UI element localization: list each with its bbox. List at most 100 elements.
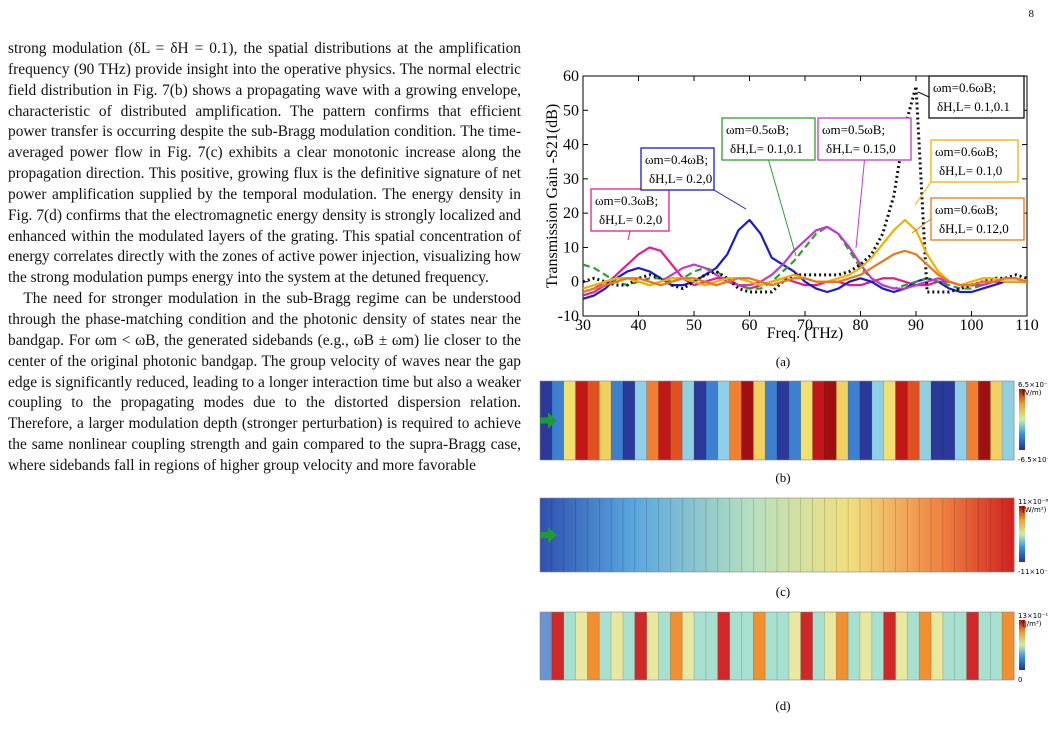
colorbar-unit: (W/m²) bbox=[1022, 506, 1047, 514]
annotation-arrow bbox=[713, 189, 747, 210]
field-cell bbox=[563, 381, 577, 460]
field-cell bbox=[919, 381, 932, 460]
series-line bbox=[583, 249, 1027, 294]
annotation-text: ωm=0.4ωB; bbox=[645, 152, 708, 167]
annotation-text: δH,L= 0.15,0 bbox=[826, 141, 896, 156]
energy-cell bbox=[753, 612, 766, 680]
colorbar-max: 6.5×10⁻³ bbox=[1018, 381, 1048, 389]
x-tick-label: 70 bbox=[797, 317, 813, 334]
field-cell bbox=[895, 381, 908, 460]
annotation-text: δH,L= 0.1,0.1 bbox=[937, 99, 1010, 114]
annotation-text: ωm=0.5ωB; bbox=[822, 122, 885, 137]
annotation-arrow bbox=[911, 218, 932, 234]
flow-gradient bbox=[540, 498, 1014, 572]
energy-cell bbox=[741, 612, 754, 680]
field-cell bbox=[646, 381, 659, 460]
energy-cell bbox=[765, 612, 778, 680]
energy-cell bbox=[919, 612, 932, 680]
colorbar bbox=[1019, 620, 1025, 670]
energy-cell bbox=[634, 612, 648, 680]
y-tick-label: 40 bbox=[563, 137, 579, 154]
energy-cell bbox=[978, 612, 991, 680]
x-tick-label: 30 bbox=[575, 317, 591, 334]
field-cell bbox=[1002, 381, 1015, 460]
energy-cell bbox=[966, 612, 979, 680]
y-tick-label: 60 bbox=[563, 68, 579, 85]
field-cell bbox=[942, 381, 956, 460]
field-cell bbox=[966, 381, 979, 460]
x-tick-label: 60 bbox=[742, 317, 758, 334]
annotation-box bbox=[930, 197, 1025, 241]
field-cell bbox=[717, 381, 731, 460]
energy-cell bbox=[848, 612, 861, 680]
energy-cell bbox=[883, 612, 896, 680]
field-cell bbox=[705, 381, 719, 460]
energy-cell bbox=[717, 612, 731, 680]
field-cell bbox=[824, 381, 837, 460]
x-tick-label: 50 bbox=[686, 317, 702, 334]
field-cell bbox=[658, 381, 671, 460]
page-number: 8 bbox=[1028, 8, 1035, 20]
energy-cell bbox=[800, 612, 814, 680]
x-tick-label: 100 bbox=[960, 317, 984, 334]
energy-cell bbox=[812, 612, 825, 680]
field-cell bbox=[883, 381, 896, 460]
energy-cell bbox=[871, 612, 885, 680]
paragraph: The need for stronger modulation in the … bbox=[8, 290, 521, 474]
energy-cell bbox=[729, 612, 742, 680]
annotation-box bbox=[640, 147, 715, 191]
field-cell bbox=[753, 381, 766, 460]
field-cell bbox=[694, 381, 707, 460]
annotation-box bbox=[721, 117, 816, 161]
energy-cell bbox=[990, 612, 1003, 680]
caption: (d) bbox=[775, 698, 790, 713]
energy-cell bbox=[777, 612, 790, 680]
x-axis-label: Freq. (THz) bbox=[767, 325, 843, 342]
field-cell bbox=[611, 381, 624, 460]
source-arrow bbox=[540, 412, 557, 429]
energy-cell bbox=[895, 612, 908, 680]
x-tick-label: 110 bbox=[1015, 317, 1038, 334]
colorbar-min: -6.5×10⁻³ bbox=[1018, 456, 1048, 464]
field-cell bbox=[741, 381, 754, 460]
field-maps: 6.5×10⁻³(V/m) -6.5×10⁻³ 11×10⁻⁸(W/m²) -11×1… bbox=[539, 380, 1048, 684]
field-cell bbox=[670, 381, 683, 460]
annotation-text: δH,L= 0.2,0 bbox=[599, 212, 662, 227]
field-cell bbox=[812, 381, 825, 460]
colorbar bbox=[1019, 506, 1025, 562]
annotation-box bbox=[930, 139, 1019, 183]
colorbar-max: 11×10⁻⁸ bbox=[1018, 498, 1048, 506]
field-cell bbox=[575, 381, 588, 460]
field-cell bbox=[765, 381, 778, 460]
caption: (c) bbox=[776, 584, 790, 599]
field-cell bbox=[587, 381, 600, 460]
field-cell bbox=[800, 381, 814, 460]
y-tick-label: 30 bbox=[563, 171, 579, 188]
field-cell bbox=[954, 381, 968, 460]
series-line bbox=[583, 84, 1027, 294]
energy-cell bbox=[954, 612, 968, 680]
field-cell bbox=[682, 381, 695, 460]
paragraph: strong modulation (δL = δH = 0.1), the s… bbox=[8, 40, 521, 287]
annotation-text: δH,L= 0.1,0.1 bbox=[730, 141, 803, 156]
energy-cell bbox=[540, 612, 553, 680]
colorbar-unit: (V/m) bbox=[1022, 389, 1042, 397]
annotation-arrow bbox=[855, 159, 865, 249]
annotation-text: ωm=0.6ωB; bbox=[933, 80, 996, 95]
annotation-box bbox=[928, 75, 1025, 119]
energy-cell bbox=[670, 612, 683, 680]
field-cell bbox=[978, 381, 991, 460]
field-cell bbox=[931, 381, 944, 460]
annotation-text: δH,L= 0.1,0 bbox=[939, 163, 1002, 178]
colorbar-min: -11×10⁻⁸ bbox=[1018, 568, 1048, 576]
annotation-text: ωm=0.3ωB; bbox=[595, 193, 658, 208]
strip-frame bbox=[539, 611, 1015, 681]
energy-cell bbox=[705, 612, 719, 680]
x-tick-label: 90 bbox=[908, 317, 924, 334]
annotation-text: ωm=0.6ωB; bbox=[935, 202, 998, 217]
y-tick-label: -10 bbox=[558, 308, 579, 325]
annotation-text: δH,L= 0.12,0 bbox=[939, 221, 1009, 236]
energy-cell bbox=[788, 612, 802, 680]
